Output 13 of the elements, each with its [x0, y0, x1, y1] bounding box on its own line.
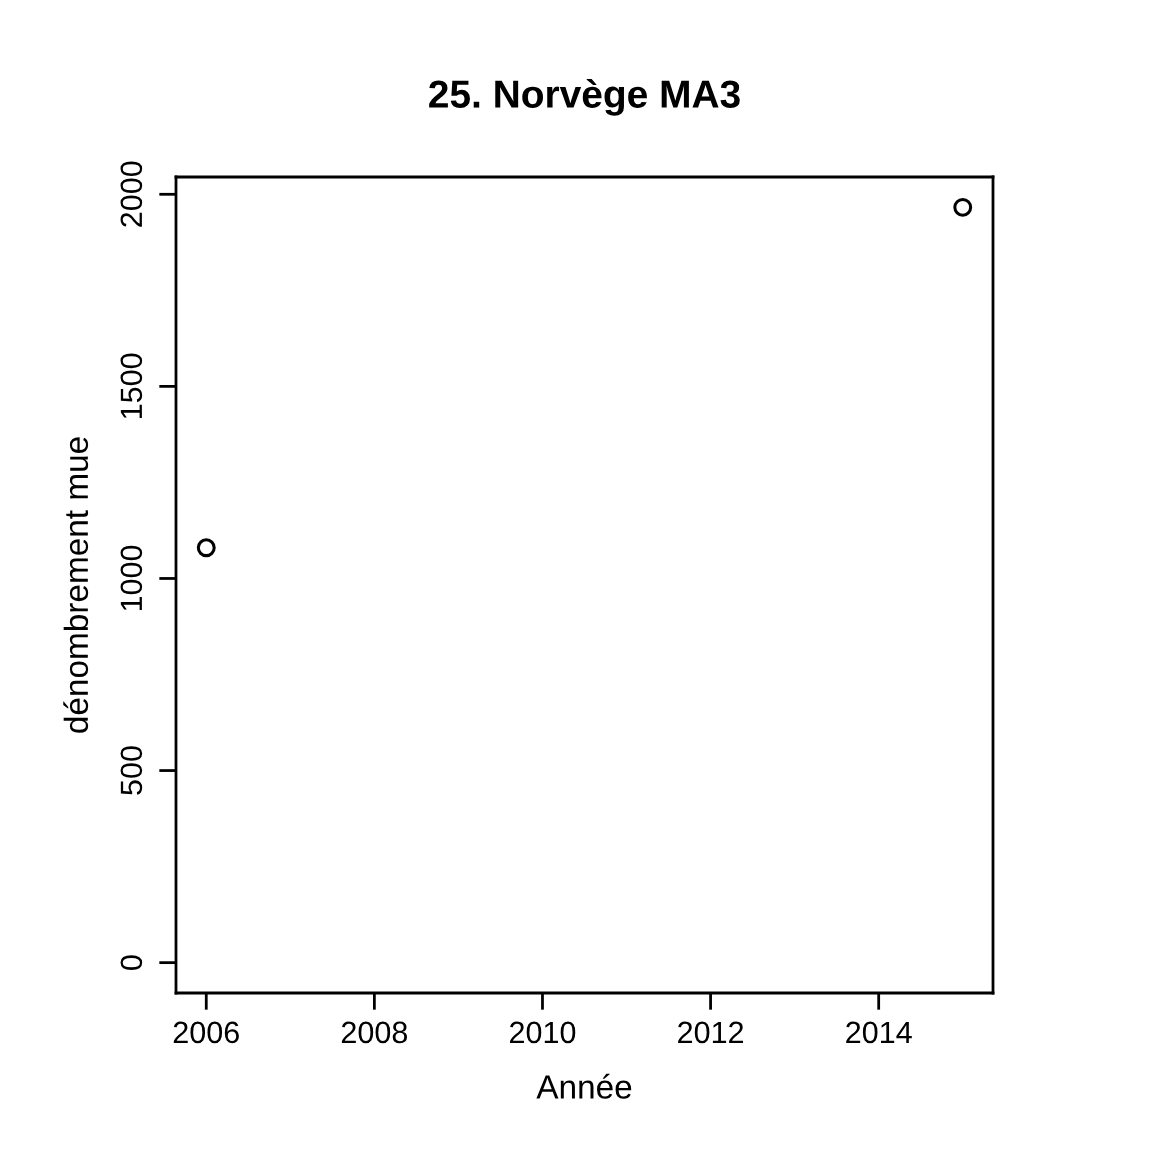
y-tick-label: 0 [120, 955, 143, 970]
x-tick-label: 2014 [846, 1021, 912, 1044]
x-tick-label: 2008 [341, 1021, 408, 1044]
chart-title: 25. Norvège MA3 [429, 79, 740, 116]
y-tick-label: 500 [120, 746, 143, 795]
y-tick-label: 1000 [120, 545, 143, 611]
x-tick-label: 2006 [173, 1021, 239, 1044]
x-axis-title: Année [536, 1073, 632, 1099]
x-tick-label: 2012 [678, 1021, 744, 1044]
y-axis-title: dénombrement mue [63, 437, 89, 733]
y-tick-label: 1500 [120, 353, 143, 419]
y-tick-label: 2000 [120, 161, 143, 227]
x-tick-label: 2010 [510, 1021, 576, 1044]
